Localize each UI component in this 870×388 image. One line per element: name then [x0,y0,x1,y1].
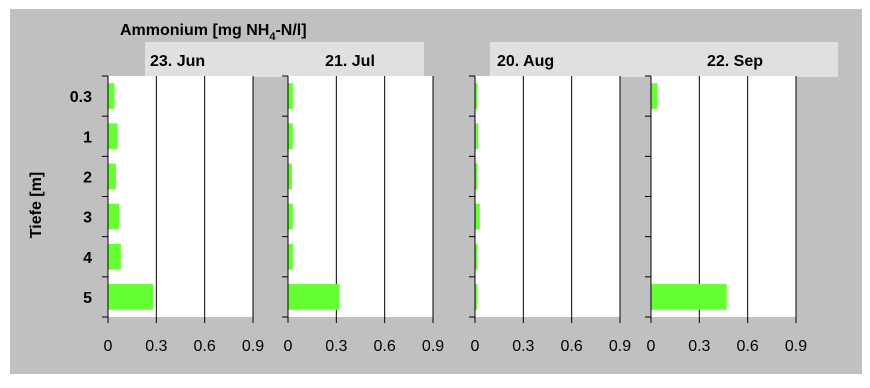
bar [475,203,480,230]
plot-area [288,76,433,317]
x-tick-label: 0 [471,338,480,355]
bar [475,243,478,270]
bar [108,83,115,109]
x-tick-label: 0.9 [422,338,444,355]
chart-title: Ammonium [mg NH4-N/l] [120,22,307,43]
bar [651,284,727,310]
x-tick-label: 0.3 [145,338,167,355]
x-tick-label: 0 [647,338,656,355]
plot-area [651,76,796,317]
bar [288,203,293,230]
y-tick-label: 5 [83,290,92,307]
y-tick-label: 0.3 [70,89,92,106]
x-tick-label: 0.6 [374,338,396,355]
date-label-box [633,42,838,77]
x-tick-label: 0.3 [512,338,534,355]
bar [108,203,120,230]
y-tick-label: 1 [83,129,92,146]
date-label: 23. Jun [150,53,205,70]
x-tick-label: 0.9 [242,338,264,355]
y-tick-label: 2 [83,169,92,186]
bar [108,284,154,310]
date-label-box [490,42,633,77]
date-label: 21. Jul [325,53,375,70]
date-label-box [145,42,277,77]
x-tick-label: 0 [284,338,293,355]
bar [475,284,478,310]
x-tick-label: 0.6 [561,338,583,355]
date-label: 22. Sep [707,53,763,70]
x-tick-label: 0.6 [194,338,216,355]
y-tick-label: 3 [83,210,92,227]
bar [475,163,478,190]
bar [288,243,293,270]
bar [475,83,478,109]
bar [108,123,118,150]
x-tick-label: 0.9 [609,338,631,355]
plot-area [108,76,253,317]
bar [288,284,340,310]
y-tick-label: 4 [83,250,92,267]
bar [288,123,293,150]
x-tick-label: 0.6 [737,338,759,355]
x-tick-label: 0.3 [325,338,347,355]
plot-area [475,76,620,317]
bar [288,163,293,190]
bar [108,163,117,190]
y-axis-title: Tiefe [m] [28,172,45,238]
panels-group: 23. Jun 0 0.3 0.6 0.9 21. Jul 0 0.3 0.6 0.9 20. Au… [70,42,838,355]
x-tick-label: 0.3 [688,338,710,355]
date-label-box [277,42,424,77]
bar [475,123,479,150]
bar [651,83,658,109]
date-label: 20. Aug [497,53,554,70]
x-tick-label: 0 [104,338,113,355]
bar [288,83,293,109]
bar [108,243,121,270]
x-tick-label: 0.9 [785,338,807,355]
